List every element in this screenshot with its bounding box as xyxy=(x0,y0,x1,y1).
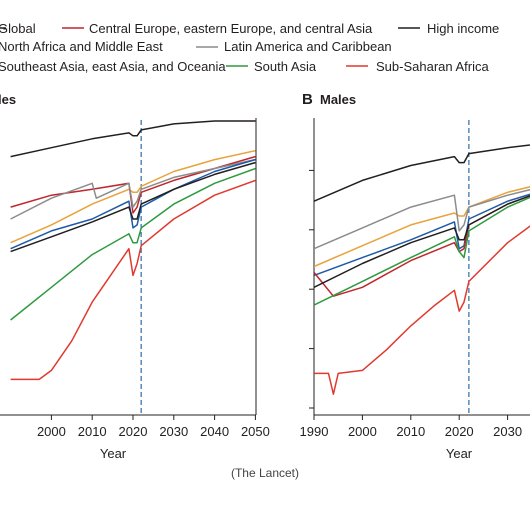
series-line-high-income xyxy=(10,120,256,158)
x-tick-label: 2000 xyxy=(348,424,377,439)
x-tick-label: 2040 xyxy=(200,424,229,439)
series-line-southeast-asia-east-asia-and-oceania xyxy=(314,186,530,268)
legend-label-south-asia: South Asia xyxy=(254,59,317,74)
legend-label-southeast-asia: Southeast Asia, east Asia, and Oceania xyxy=(0,59,226,74)
series-line-sub-saharan-africa xyxy=(10,179,256,381)
panel-b-series-group xyxy=(314,144,530,395)
panel-b-x-axis-label: Year xyxy=(446,446,473,461)
x-tick-label: 2010 xyxy=(396,424,425,439)
panel-a-x-ticks: 2000 2010 2020 2030 2040 2050 xyxy=(37,415,270,439)
source-caption: (The Lancet) xyxy=(231,466,299,480)
panel-b-title: Males xyxy=(320,92,356,107)
panel-b-y-ticks xyxy=(309,169,314,409)
series-line-high-income xyxy=(314,144,530,202)
series-line-global xyxy=(314,195,530,288)
legend-label-latin-america: Latin America and Caribbean xyxy=(224,39,392,54)
panel-a-title: les xyxy=(0,92,16,107)
panel-b-x-ticks: 1990 2000 2010 2020 2030 xyxy=(300,415,522,439)
x-tick-label: 1990 xyxy=(300,424,329,439)
x-tick-label: 2010 xyxy=(78,424,107,439)
x-tick-label: 2030 xyxy=(493,424,522,439)
x-tick-label: 2000 xyxy=(37,424,66,439)
series-line-north-africa-and-middle-east xyxy=(10,158,256,250)
series-line-latin-america-and-caribbean xyxy=(314,188,530,250)
x-tick-label: 2030 xyxy=(159,424,188,439)
panel-a-series-group xyxy=(10,120,256,381)
series-line-south-asia xyxy=(10,167,256,321)
panel-b: B Males 1990 2000 2010 2020 2030 Year xyxy=(300,91,530,461)
series-line-sub-saharan-africa xyxy=(314,225,530,395)
x-tick-label: 2020 xyxy=(445,424,474,439)
series-line-southeast-asia-east-asia-and-oceania xyxy=(10,149,256,244)
legend-label-central-europe: Central Europe, eastern Europe, and cent… xyxy=(89,21,373,36)
panel-b-tag: B xyxy=(302,91,313,108)
legend-label-high-income: High income xyxy=(427,21,499,36)
series-line-latin-america-and-caribbean xyxy=(10,158,256,220)
series-line-south-asia xyxy=(314,196,530,306)
legend-label-north-africa: North Africa and Middle East xyxy=(0,39,163,54)
series-line-global xyxy=(10,161,256,253)
legend-label-global: Global xyxy=(0,21,36,36)
panel-a-x-axis-label: Year xyxy=(100,446,127,461)
series-line-north-africa-and-middle-east xyxy=(314,193,530,277)
panel-a: les 2000 2010 2020 2030 2040 2050 Year xyxy=(0,92,270,461)
legend: Global Central Europe, eastern Europe, a… xyxy=(0,21,499,74)
x-tick-label: 2020 xyxy=(119,424,148,439)
legend-label-sub-saharan: Sub-Saharan Africa xyxy=(376,59,490,74)
x-tick-label: 2050 xyxy=(241,424,270,439)
series-line-central-europe-eastern-europe-and-central-asia xyxy=(10,155,256,214)
